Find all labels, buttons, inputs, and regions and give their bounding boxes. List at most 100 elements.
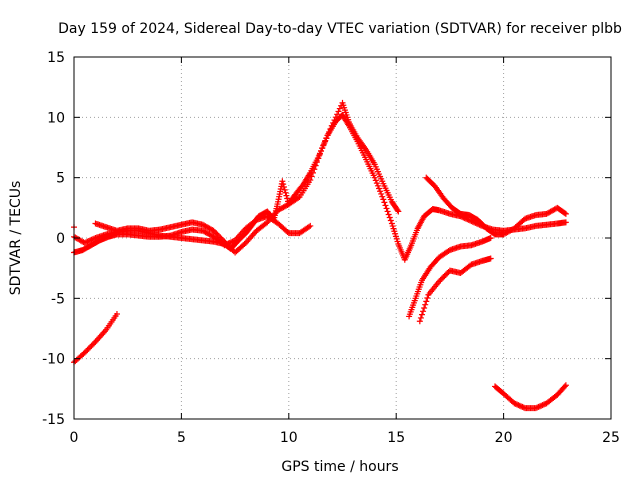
x-tick-label: 20 <box>495 430 513 446</box>
data-point <box>224 241 231 248</box>
data-point <box>520 404 527 411</box>
data-point <box>437 277 444 284</box>
y-tick-label: -10 <box>42 352 65 368</box>
data-point <box>283 192 290 199</box>
data-point <box>386 214 393 221</box>
data-point <box>331 117 338 124</box>
data-point <box>307 177 314 184</box>
data-point <box>562 382 569 389</box>
data-point <box>487 255 494 262</box>
data-point <box>442 271 449 278</box>
series-track-2 <box>71 213 314 256</box>
data-point <box>327 125 334 132</box>
data-point <box>534 404 541 411</box>
data-point <box>323 135 330 142</box>
y-axis-title: SDTVAR / TECUs <box>8 181 24 296</box>
x-tick-label: 25 <box>602 430 620 446</box>
data-point <box>113 311 120 318</box>
data-point <box>379 193 386 200</box>
series-track-3 <box>92 99 402 256</box>
series-track-7 <box>492 382 569 412</box>
data-point <box>561 383 568 390</box>
data-point <box>91 340 98 347</box>
data-point <box>421 304 428 311</box>
data-point <box>380 196 387 203</box>
data-point <box>385 211 392 218</box>
data-point <box>222 239 229 246</box>
data-point <box>229 238 236 245</box>
data-point <box>319 144 326 151</box>
data-point <box>418 311 425 318</box>
data-point <box>322 138 329 145</box>
data-point <box>441 273 448 280</box>
data-point <box>540 401 547 408</box>
data-point <box>332 114 339 121</box>
data-point <box>211 229 218 236</box>
data-point <box>85 238 92 245</box>
data-point <box>395 208 402 215</box>
series-track-5 <box>406 235 494 320</box>
data-point <box>518 403 525 410</box>
data-point <box>371 174 378 181</box>
data-point <box>394 207 401 214</box>
data-point <box>562 210 569 217</box>
data-point <box>87 237 94 244</box>
data-point <box>309 169 316 176</box>
data-point <box>376 185 383 192</box>
data-point <box>320 141 327 148</box>
data-point <box>87 344 94 351</box>
data-point <box>279 178 286 185</box>
data-point <box>378 190 385 197</box>
data-point <box>316 151 323 158</box>
data-point <box>324 132 331 139</box>
data-point <box>226 244 233 251</box>
data-point <box>417 314 424 321</box>
data-point <box>381 199 388 206</box>
data-point <box>487 235 494 241</box>
series-track-8 <box>71 311 120 366</box>
data-point <box>280 181 287 188</box>
data-point <box>305 223 312 230</box>
data-point <box>424 295 431 302</box>
data-point <box>330 119 337 126</box>
data-point <box>215 233 222 240</box>
x-axis-title: GPS time / hours <box>281 459 398 475</box>
series-track-6 <box>416 255 494 325</box>
data-point <box>313 158 320 165</box>
data-point <box>220 237 227 244</box>
data-point <box>373 180 380 187</box>
data-point <box>535 403 542 410</box>
data-point <box>85 345 92 352</box>
data-point <box>83 239 90 246</box>
series-track-1 <box>71 111 569 263</box>
data-point <box>83 348 90 355</box>
data-point <box>445 268 452 275</box>
x-tick-label: 0 <box>70 430 79 446</box>
series-track-4 <box>423 174 569 238</box>
data-point <box>81 349 88 356</box>
y-tick-label: -5 <box>51 291 65 307</box>
data-point <box>210 227 217 234</box>
data-point <box>281 186 288 193</box>
y-tick-label: 10 <box>47 110 65 126</box>
data-point <box>514 401 521 408</box>
x-tick-label: 5 <box>177 430 186 446</box>
data-point <box>438 275 445 282</box>
data-point <box>307 222 314 229</box>
data-point <box>515 402 522 409</box>
data-point <box>445 247 452 254</box>
data-point <box>561 210 568 217</box>
data-point <box>84 238 91 245</box>
data-point <box>228 245 235 252</box>
data-series <box>71 99 569 412</box>
data-point <box>539 402 546 409</box>
data-point <box>538 402 545 409</box>
y-tick-label: 5 <box>56 171 65 187</box>
data-point <box>81 239 88 246</box>
data-point <box>217 234 224 241</box>
data-point <box>423 298 430 305</box>
data-point <box>416 318 423 325</box>
data-point <box>311 166 318 173</box>
y-tick-label: 15 <box>47 50 65 66</box>
